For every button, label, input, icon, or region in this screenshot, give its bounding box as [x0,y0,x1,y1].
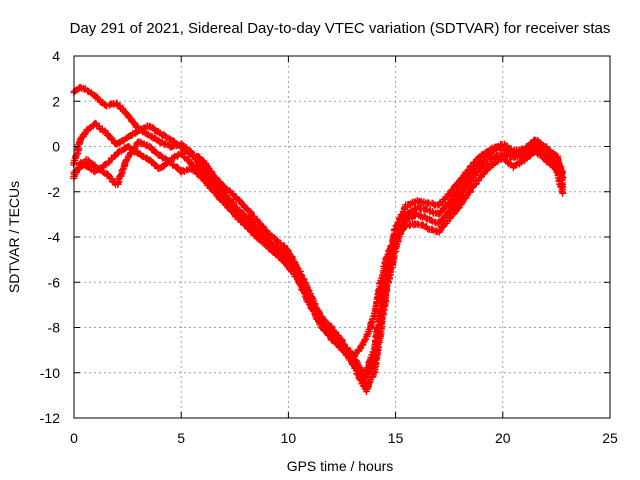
y-tick-label: -4 [48,229,61,245]
series-track-3 [70,137,567,376]
y-tick-label: -2 [48,184,61,200]
data-point [137,139,145,147]
data-point [512,161,520,169]
x-axis-label: GPS time / hours [287,458,394,474]
y-tick-label: -12 [40,410,60,426]
y-tick-label: -10 [40,365,60,381]
y-axis-label: SDTVAR / TECUs [6,181,22,293]
y-tick-label: 4 [52,48,60,64]
series-track-4 [70,143,567,361]
data-point [76,83,84,91]
x-tick-label: 10 [281,430,297,446]
x-tick-label: 5 [177,430,185,446]
data-point [446,213,454,221]
data-layer [70,83,567,395]
data-point [559,189,567,197]
data-point [361,336,369,344]
data-point [402,222,410,230]
data-point [390,238,398,246]
x-tick-label: 25 [602,430,618,446]
data-point [414,220,422,228]
data-point [398,226,406,234]
data-point [384,251,392,259]
data-point [474,154,482,162]
x-tick-label: 20 [495,430,511,446]
data-point [169,154,177,162]
y-tick-label: -6 [48,274,61,290]
y-tick-label: 0 [52,139,60,155]
data-point [493,143,501,151]
data-point [100,169,108,176]
grid-lines [74,56,610,418]
x-tick-label: 0 [70,430,78,446]
chart-title: Day 291 of 2021, Sidereal Day-to-day VTE… [70,20,611,37]
data-point [374,286,382,294]
y-tick-label: 2 [52,93,60,109]
data-point [246,207,254,215]
data-point [119,166,127,173]
x-tick-label: 15 [388,430,404,446]
y-tick-label: -8 [48,320,61,336]
